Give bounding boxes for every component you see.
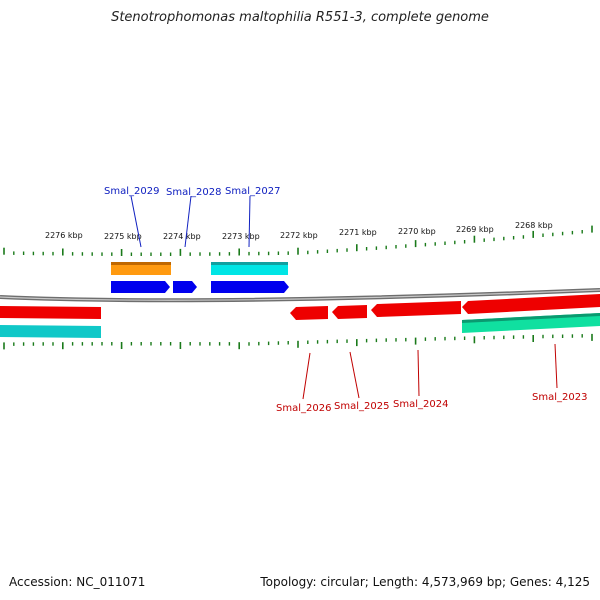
map-title: Stenotrophomonas maltophilia R551-3, com…	[111, 10, 489, 25]
scale-label-2276: 2276 kbp	[45, 231, 83, 240]
feature-green-bottom[interactable]	[462, 313, 600, 333]
genome-backbone-highlight	[0, 289, 600, 301]
feature-cyan-bottom[interactable]	[0, 325, 101, 338]
leader-smal-2027	[248, 195, 251, 248]
leader-smal-2025	[349, 351, 360, 399]
gene-smal-2024[interactable]	[371, 301, 461, 317]
scale-ticks-bottom	[3, 333, 593, 350]
gene-smal-2025[interactable]	[332, 305, 367, 319]
scale-label-2273: 2273 kbp	[222, 232, 260, 241]
gene-label-smal-2023[interactable]: Smal_2023	[532, 392, 587, 403]
leader-smal-2026	[302, 352, 311, 400]
leader-smal-2024	[417, 349, 420, 397]
feature-cyan-top-edge	[211, 262, 288, 265]
feature-orange-edge	[111, 262, 171, 265]
scale-ticks-top	[3, 225, 593, 256]
gene-label-smal-2027[interactable]: Smal_2027	[225, 186, 280, 197]
accession-label: Accession: NC_011071	[9, 575, 146, 589]
feature-green-bottom-edge	[462, 313, 600, 323]
scale-label-2269: 2269 kbp	[456, 225, 494, 234]
genome-summary: Topology: circular; Length: 4,573,969 bp…	[260, 575, 590, 589]
scale-label-2274: 2274 kbp	[163, 232, 201, 241]
scale-label-2272: 2272 kbp	[280, 231, 318, 240]
gene-label-smal-2026[interactable]: Smal_2026	[276, 403, 331, 414]
leader-smal-2023	[554, 343, 558, 389]
feature-orange[interactable]	[111, 262, 171, 275]
gene-label-smal-2025[interactable]: Smal_2025	[334, 401, 389, 412]
gene-label-smal-2029[interactable]: Smal_2029	[104, 186, 159, 197]
gene-smal-2023[interactable]	[462, 294, 600, 314]
gene-smal-2028[interactable]	[173, 281, 197, 293]
leader-smal-2028	[184, 195, 192, 248]
gene-smal-2029[interactable]	[111, 281, 170, 293]
gene-smal-2026[interactable]	[290, 306, 328, 320]
feature-cyan-top[interactable]	[211, 262, 288, 275]
scale-label-2270: 2270 kbp	[398, 227, 436, 236]
gene-smal-2027[interactable]	[211, 281, 289, 293]
scale-label-2275: 2275 kbp	[104, 232, 142, 241]
gene-label-smal-2028[interactable]: Smal_2028	[166, 187, 221, 198]
leader-smal-2029	[130, 195, 142, 248]
scale-label-2268: 2268 kbp	[515, 221, 553, 230]
scale-label-2271: 2271 kbp	[339, 228, 377, 237]
gene-reverse-left[interactable]	[0, 306, 101, 319]
gene-label-smal-2024[interactable]: Smal_2024	[393, 399, 448, 410]
